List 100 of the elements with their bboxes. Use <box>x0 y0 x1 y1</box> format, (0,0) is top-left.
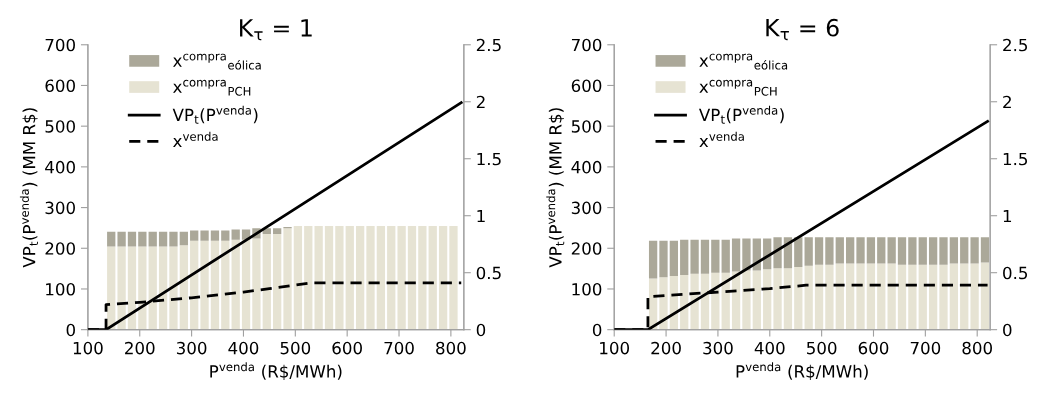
bar <box>200 240 209 330</box>
x-tick-label: 100 <box>73 341 103 355</box>
bar <box>700 239 710 274</box>
bar <box>980 262 990 330</box>
bar <box>866 237 876 264</box>
bar <box>939 237 948 265</box>
x-tick-label: 600 <box>858 341 889 355</box>
y-tick-label: 400 <box>571 160 602 174</box>
bar <box>273 233 282 330</box>
y-tick-label: 600 <box>45 79 75 93</box>
bar <box>158 231 168 247</box>
legend-label: x$^{venda}$ <box>173 131 218 148</box>
x-tick-label: 200 <box>651 341 681 355</box>
legend-label: x$^{venda}$ <box>699 131 744 148</box>
x-tick-label: 600 <box>332 341 362 355</box>
bar <box>345 225 354 330</box>
bar <box>148 246 157 330</box>
bar <box>763 269 772 330</box>
bar <box>221 240 230 330</box>
bar <box>918 237 927 265</box>
x-axis-title: P$^{venda}$ (R$/MWh) <box>210 362 342 380</box>
bar <box>960 237 969 264</box>
x-tick-label: 300 <box>703 341 733 355</box>
y-tick-label: 100 <box>572 282 602 296</box>
bar <box>252 238 261 330</box>
bar <box>721 239 730 273</box>
bar <box>928 264 938 330</box>
bar <box>877 237 886 264</box>
bar <box>210 230 220 241</box>
y-tick-label: 300 <box>571 201 602 215</box>
bar <box>887 237 896 264</box>
bar <box>742 270 751 330</box>
bar <box>773 268 782 330</box>
y2-tick-label: 0 <box>476 323 486 337</box>
bar <box>825 264 834 330</box>
y2-tick-label: 0.5 <box>1003 266 1028 280</box>
bar <box>449 225 458 330</box>
bar <box>970 237 979 264</box>
bar <box>659 277 668 330</box>
bar <box>107 231 116 247</box>
legend-label: x$^{compra}$$_{eólica}$ <box>699 53 788 70</box>
bar <box>200 230 209 241</box>
y-tick-label: 200 <box>571 242 602 255</box>
bar <box>908 237 917 265</box>
y-axis-title: VP$_{t}$(P$^{venda}$) (MM R$) <box>19 108 38 268</box>
legend-label: x$^{compra}$$_{eólica}$ <box>173 53 261 70</box>
y2-tick-label: 1.5 <box>1003 152 1028 166</box>
bar <box>939 264 948 330</box>
x-tick-label: 400 <box>754 341 785 355</box>
bar <box>711 239 720 273</box>
bar <box>221 230 230 241</box>
y2-tick-label: 1 <box>1003 209 1012 223</box>
bar <box>117 231 126 247</box>
bar <box>783 268 793 330</box>
bar <box>856 263 865 330</box>
bar <box>158 246 168 330</box>
bar <box>949 237 959 264</box>
bar <box>794 266 803 330</box>
bar <box>231 229 240 240</box>
bar <box>846 263 855 330</box>
y2-tick-label: 2.5 <box>1003 38 1028 52</box>
x-tick-label: 500 <box>807 341 837 355</box>
x-tick-label: 400 <box>228 341 259 355</box>
y2-tick-label: 0.5 <box>476 266 501 280</box>
bar <box>407 225 417 330</box>
bar <box>335 225 344 330</box>
bar <box>669 240 678 277</box>
bar <box>304 225 313 330</box>
bar <box>179 245 188 330</box>
bar <box>438 225 448 330</box>
y-tick-label: 400 <box>45 160 75 174</box>
y2-tick-label: 2 <box>1003 95 1011 109</box>
bar <box>814 264 824 330</box>
bar <box>127 246 137 330</box>
chart-title: K$_{τ}$ = 1 <box>240 19 312 41</box>
bar <box>928 237 938 265</box>
bar <box>241 239 251 330</box>
y2-tick-label: 2.5 <box>476 38 501 52</box>
bar <box>970 263 979 330</box>
bar <box>960 263 969 330</box>
bar <box>835 263 844 330</box>
bar <box>877 263 886 330</box>
bar <box>428 225 437 330</box>
bar <box>731 238 741 272</box>
bar <box>418 225 427 330</box>
chart-title: K$_{τ}$ = 6 <box>766 18 839 41</box>
bar <box>887 263 896 330</box>
y-tick-label: 200 <box>45 242 75 255</box>
y-tick-label: 500 <box>45 120 75 133</box>
bar <box>835 237 844 264</box>
bar <box>918 264 927 330</box>
bar <box>169 246 178 330</box>
bar <box>190 230 199 241</box>
bar <box>148 231 157 247</box>
legend-label: x$^{compra}$$_{PCH}$ <box>699 79 777 96</box>
bar <box>680 239 689 275</box>
y-tick-label: 700 <box>45 38 75 52</box>
bar <box>231 239 240 330</box>
bar <box>752 270 761 330</box>
bar <box>273 228 282 234</box>
